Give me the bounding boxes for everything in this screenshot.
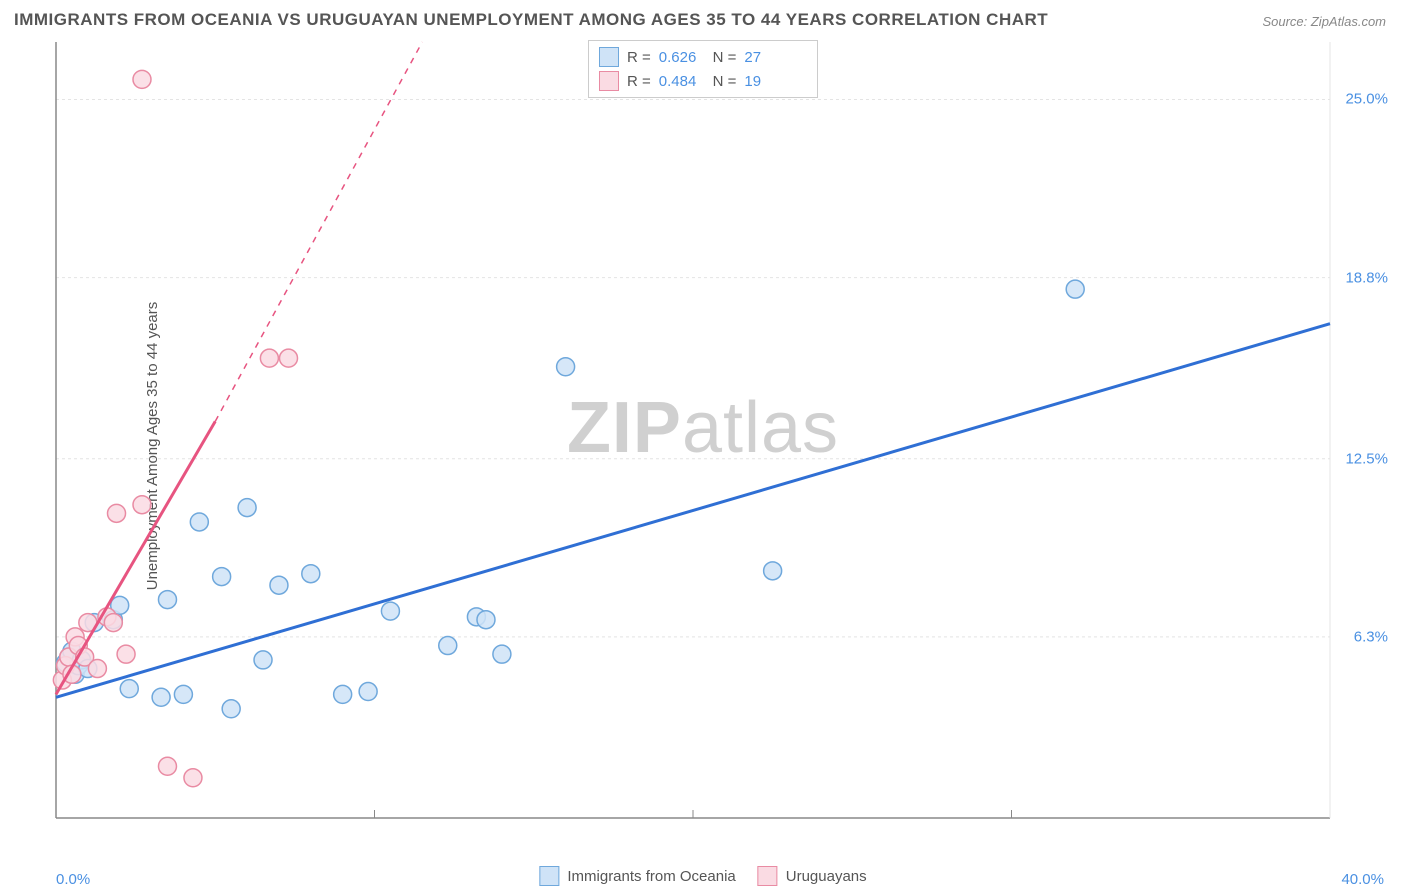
x-axis-min-label: 0.0% [56,871,90,888]
legend-row-uruguayans: R = 0.484 N = 19 [599,69,807,93]
chart-title: IMMIGRANTS FROM OCEANIA VS URUGUAYAN UNE… [14,10,1048,30]
y-tick-label: 12.5% [1345,450,1388,467]
x-axis-max-label: 40.0% [1341,871,1384,888]
legend-item-uruguayans: Uruguayans [758,866,867,886]
legend-swatch-uruguayans [758,866,778,886]
y-tick-label: 6.3% [1354,628,1388,645]
y-tick-label: 25.0% [1345,91,1388,108]
y-tick-label: 18.8% [1345,269,1388,286]
scatter-plot [50,38,1390,848]
legend-row-oceania: R = 0.626 N = 27 [599,45,807,69]
legend-swatch-oceania [539,866,559,886]
source-label: Source: ZipAtlas.com [1262,14,1386,29]
legend-swatch-uruguayans [599,71,619,91]
legend-swatch-oceania [599,47,619,67]
legend-correlation: R = 0.626 N = 27 R = 0.484 N = 19 [588,40,818,98]
legend-item-oceania: Immigrants from Oceania [539,866,735,886]
legend-series: Immigrants from Oceania Uruguayans [539,866,866,886]
